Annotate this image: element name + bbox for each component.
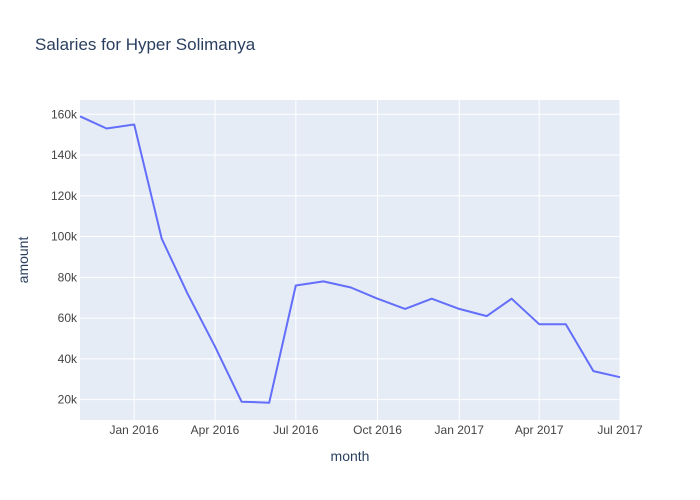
y-tick-label: 160k bbox=[51, 107, 78, 121]
y-axis-ticks: 20k 40k 60k 80k 100k 120k 140k 160k bbox=[51, 107, 78, 406]
chart-title: Salaries for Hyper Solimanya bbox=[35, 35, 256, 54]
y-tick-label: 100k bbox=[51, 230, 78, 244]
x-tick-label: Apr 2017 bbox=[515, 423, 564, 437]
grid-lines bbox=[80, 100, 621, 420]
x-axis-title: month bbox=[331, 448, 370, 464]
series-line bbox=[79, 115, 621, 404]
y-tick-label: 20k bbox=[58, 393, 78, 407]
x-tick-label: Jan 2016 bbox=[109, 423, 159, 437]
y-tick-label: 120k bbox=[51, 189, 78, 203]
y-axis-title: amount bbox=[15, 237, 31, 284]
y-tick-label: 80k bbox=[58, 270, 78, 284]
y-tick-label: 60k bbox=[58, 311, 78, 325]
x-tick-label: Oct 2016 bbox=[353, 423, 402, 437]
x-tick-label: Jul 2017 bbox=[597, 423, 643, 437]
plot-area bbox=[80, 100, 620, 420]
x-axis-ticks: Jan 2016 Apr 2016 Jul 2016 Oct 2016 Jan 2017… bbox=[109, 423, 643, 437]
x-tick-label: Apr 2016 bbox=[191, 423, 240, 437]
y-tick-label: 40k bbox=[58, 352, 78, 366]
y-tick-label: 140k bbox=[51, 148, 78, 162]
x-tick-label: Jan 2017 bbox=[435, 423, 485, 437]
x-tick-label: Jul 2016 bbox=[273, 423, 319, 437]
